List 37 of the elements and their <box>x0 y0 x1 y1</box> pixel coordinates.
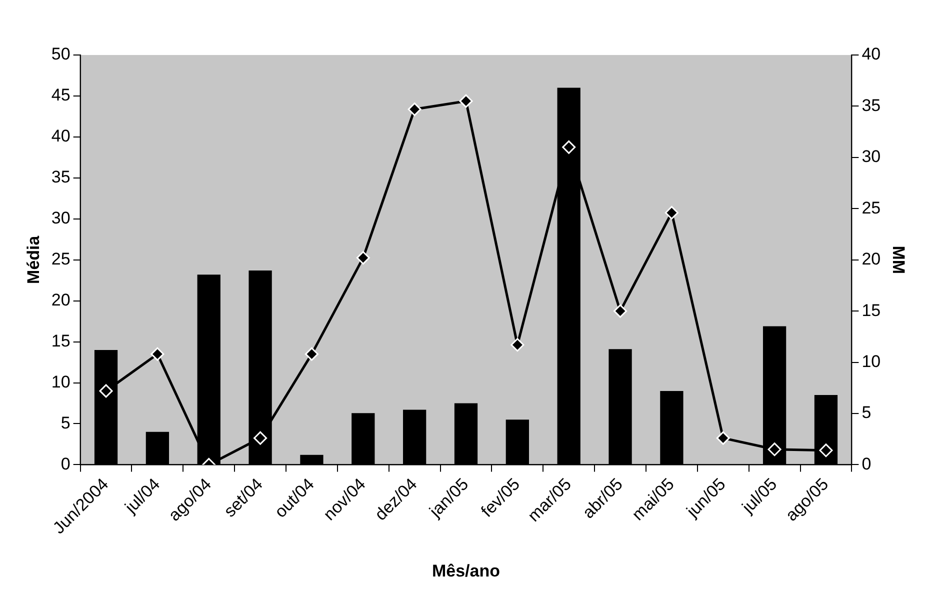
y-tick-label: 35 <box>51 168 70 187</box>
point <box>768 442 782 456</box>
x-axis-title: Mês/ano <box>432 561 500 580</box>
point <box>716 431 730 445</box>
y2-tick-label: 15 <box>862 300 881 320</box>
point <box>356 251 370 265</box>
point <box>459 94 473 108</box>
y-tick-label: 30 <box>51 208 70 228</box>
y-tick-label: 40 <box>51 126 70 146</box>
y2-axis-title: MM <box>889 246 908 274</box>
y2-tick-label: 20 <box>862 250 881 269</box>
y-tick-label: 10 <box>51 372 70 392</box>
point <box>99 384 113 398</box>
point <box>614 304 628 318</box>
point <box>304 347 318 361</box>
y-tick-label: 15 <box>51 331 70 350</box>
y2-tick-label: 0 <box>862 454 872 474</box>
point <box>150 347 164 361</box>
point <box>408 102 422 116</box>
y2-tick-label: 10 <box>862 352 881 371</box>
y2-tick-label: 30 <box>862 147 881 166</box>
y-tick-label: 45 <box>51 86 70 105</box>
point <box>254 431 268 445</box>
y-tick-label: 20 <box>51 290 70 310</box>
y-tick-label: 25 <box>51 250 70 269</box>
y2-tick-label: 5 <box>862 403 872 422</box>
y-axis-title: Média <box>24 235 43 284</box>
y2-tick-label: 35 <box>862 96 881 115</box>
y-tick-label: 50 <box>51 44 70 64</box>
y-tick-label: 0 <box>60 454 70 474</box>
y2-tick-label: 40 <box>862 44 881 64</box>
point <box>819 444 833 458</box>
y2-tick-label: 25 <box>862 198 881 218</box>
point <box>664 206 678 220</box>
point <box>562 140 576 154</box>
y-tick-label: 5 <box>60 413 70 432</box>
point <box>510 338 524 352</box>
